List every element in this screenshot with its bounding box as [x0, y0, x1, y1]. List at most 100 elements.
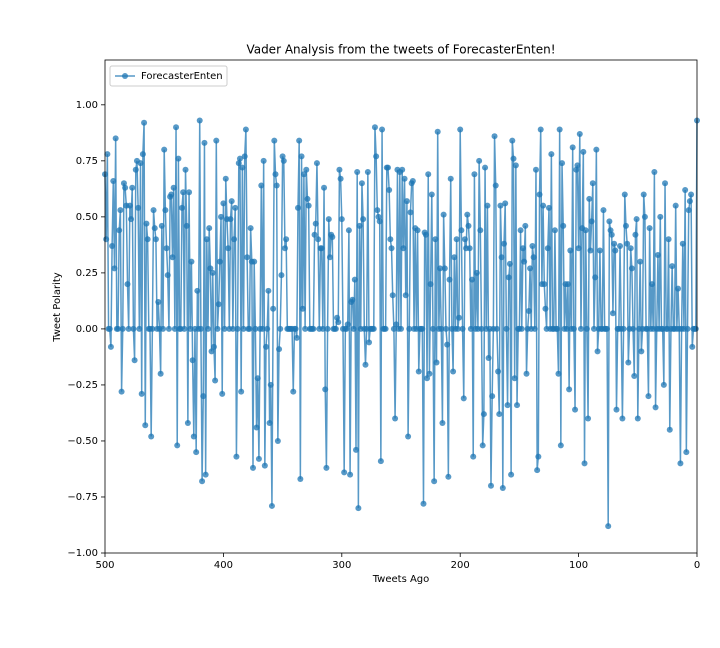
data-point	[345, 227, 352, 234]
data-point	[619, 415, 626, 422]
data-point	[219, 390, 226, 397]
data-point	[672, 202, 679, 209]
data-point	[666, 426, 673, 433]
data-point	[542, 305, 549, 312]
data-point	[657, 213, 664, 220]
data-point	[432, 236, 439, 243]
data-point	[267, 381, 274, 388]
data-point	[293, 334, 300, 341]
data-point	[239, 164, 246, 171]
data-point	[143, 220, 150, 227]
data-point	[161, 146, 168, 153]
data-point	[201, 139, 208, 146]
data-point	[686, 198, 693, 205]
data-point	[347, 471, 354, 478]
data-point	[148, 433, 155, 440]
data-point	[684, 325, 691, 332]
data-point	[377, 458, 384, 465]
data-point	[683, 449, 690, 456]
data-point	[318, 245, 325, 252]
data-point	[104, 151, 111, 158]
data-point	[467, 325, 474, 332]
data-point	[329, 234, 336, 241]
data-point	[569, 144, 576, 151]
data-point	[129, 184, 136, 191]
data-point	[444, 341, 451, 348]
data-point	[281, 245, 288, 252]
data-point	[208, 348, 215, 355]
data-point	[168, 191, 175, 198]
data-point	[326, 254, 333, 261]
data-point	[422, 231, 429, 238]
data-point	[503, 325, 510, 332]
data-point	[440, 211, 447, 218]
data-point	[692, 325, 699, 332]
data-point	[292, 325, 299, 332]
data-point	[548, 151, 555, 158]
data-point	[652, 404, 659, 411]
data-point	[583, 325, 590, 332]
data-point	[128, 216, 135, 223]
data-point	[633, 216, 640, 223]
x-tick-label: 500	[95, 560, 114, 571]
data-point	[252, 325, 259, 332]
data-point	[209, 269, 216, 276]
data-point	[509, 137, 516, 144]
data-point	[604, 325, 611, 332]
data-point	[371, 124, 378, 131]
data-point	[465, 222, 472, 229]
data-point	[227, 216, 234, 223]
data-point	[419, 325, 426, 332]
data-point	[577, 325, 584, 332]
data-point	[660, 381, 667, 388]
data-point	[403, 198, 410, 205]
data-point	[531, 325, 538, 332]
data-point	[559, 160, 566, 167]
data-point	[236, 155, 243, 162]
data-point	[137, 160, 144, 167]
data-point	[242, 126, 249, 133]
data-point	[586, 195, 593, 202]
data-point	[464, 211, 471, 218]
data-point	[221, 325, 228, 332]
data-point	[332, 325, 339, 332]
data-point	[665, 236, 672, 243]
data-point	[563, 325, 570, 332]
data-point	[537, 126, 544, 133]
data-point	[461, 236, 468, 243]
x-tick-label: 0	[694, 560, 700, 571]
data-point	[540, 202, 547, 209]
data-point	[169, 254, 176, 261]
y-tick-label: −0.75	[67, 492, 98, 503]
data-point	[434, 128, 441, 135]
data-point	[196, 117, 203, 124]
data-point	[299, 305, 306, 312]
data-point	[544, 245, 551, 252]
data-point	[679, 240, 686, 247]
data-point	[170, 184, 177, 191]
data-point	[266, 420, 273, 427]
data-point	[304, 195, 311, 202]
data-point	[386, 186, 393, 193]
data-point	[351, 276, 358, 283]
x-tick-label: 300	[332, 560, 351, 571]
data-point	[268, 502, 275, 509]
data-point	[358, 180, 365, 187]
data-point	[240, 325, 247, 332]
data-point	[188, 258, 195, 265]
data-point	[106, 325, 113, 332]
data-point	[580, 148, 587, 155]
data-point	[576, 130, 583, 137]
data-point	[428, 191, 435, 198]
data-point	[337, 175, 344, 182]
data-point	[596, 247, 603, 254]
data-point	[442, 325, 449, 332]
data-point	[582, 227, 589, 234]
y-tick-label: 0.00	[76, 324, 98, 335]
data-point	[651, 169, 658, 176]
data-point	[551, 227, 558, 234]
data-point	[546, 204, 552, 211]
legend-label: ForecasterEnten	[141, 71, 223, 82]
data-point	[390, 325, 397, 332]
data-point	[575, 245, 582, 252]
